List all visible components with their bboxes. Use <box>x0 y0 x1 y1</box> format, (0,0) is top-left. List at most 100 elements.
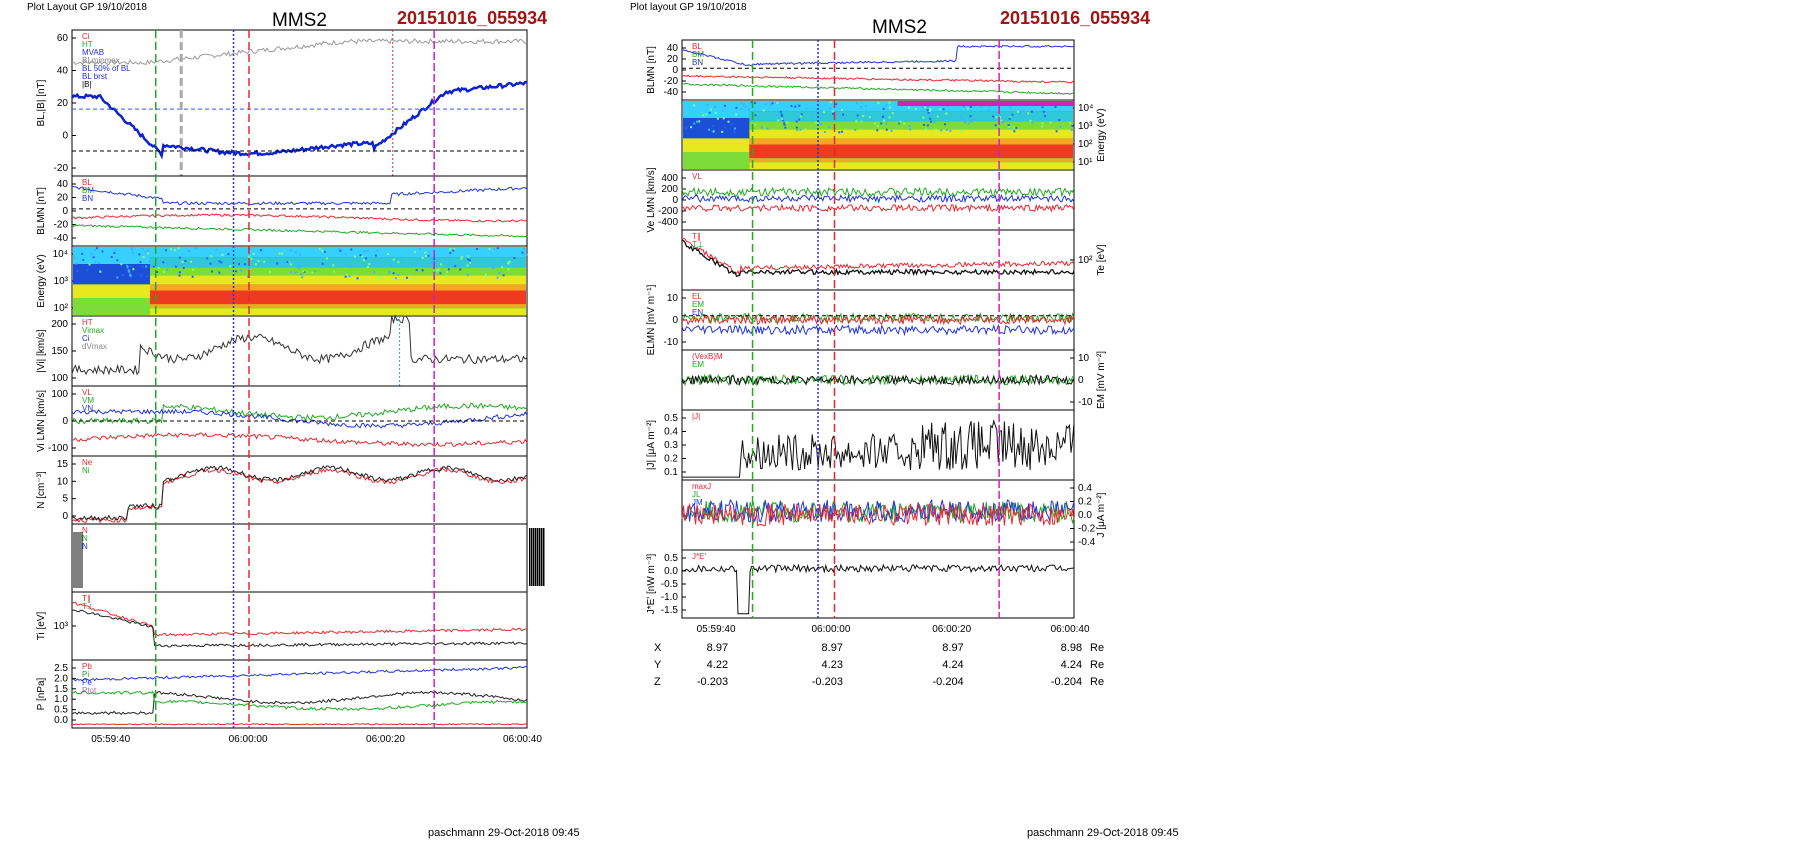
spectrogram-band <box>73 284 151 298</box>
y-tick-label: -1.5 <box>661 605 679 616</box>
spectrogram-speckle <box>181 260 184 263</box>
N-bar-right <box>529 528 531 586</box>
Te-perp-line <box>681 239 1075 278</box>
spectrogram-speckle <box>435 269 438 272</box>
y-tick-label: 0.4 <box>664 427 678 438</box>
spectrogram-band <box>150 308 526 315</box>
spectrogram-speckle <box>523 247 526 250</box>
spectrogram-speckle <box>191 275 194 278</box>
right-title: MMS2 <box>872 17 927 38</box>
y-axis-label: EM [mV m⁻²] <box>1096 351 1107 409</box>
spectrogram-speckle <box>235 270 238 273</box>
BN-line <box>681 82 1075 95</box>
spectrogram-speckle <box>819 123 822 126</box>
spectrogram-speckle <box>194 247 197 250</box>
spectrogram-speckle <box>300 273 303 276</box>
T-perp-line <box>71 609 528 648</box>
legend-entry: |B| <box>82 80 92 89</box>
spectrogram-speckle <box>722 117 725 120</box>
y-tick-label: -1.0 <box>661 592 679 603</box>
spectrogram-speckle <box>244 263 247 266</box>
time-tick-label: 06:00:40 <box>1051 624 1090 635</box>
BL-line <box>681 44 1075 67</box>
y-tick-label: 40 <box>57 179 69 190</box>
spectrogram-speckle <box>126 264 129 267</box>
time-tick-label: 05:59:40 <box>91 734 130 745</box>
spectrogram-speckle <box>344 275 347 278</box>
spectrogram-speckle <box>373 271 376 274</box>
spectrogram-speckle <box>908 124 911 127</box>
time-tick-label: 06:00:20 <box>366 734 405 745</box>
spectrogram-speckle <box>413 250 416 253</box>
coord-row-label: Z <box>654 676 661 688</box>
spectrogram-speckle <box>469 261 472 264</box>
y-axis-label: Energy (eV) <box>36 254 47 307</box>
spectrogram-speckle <box>762 109 765 112</box>
spectrogram-speckle <box>1013 126 1016 129</box>
spectrogram-speckle <box>263 260 266 263</box>
spectrogram-speckle <box>774 101 777 104</box>
legend-entry: BN <box>692 58 703 67</box>
spectrogram-speckle <box>141 265 144 268</box>
spectrogram-speckle <box>184 259 187 262</box>
legend-entry: maxJ <box>692 482 711 491</box>
spectrogram-speckle <box>840 116 843 119</box>
y-tick-label: -400 <box>658 217 678 228</box>
spectrogram-band <box>73 298 151 315</box>
spectrogram-speckle <box>397 273 400 276</box>
spectrogram-speckle <box>145 251 148 254</box>
spectrogram-speckle <box>909 128 912 131</box>
legend-entry: EN <box>692 308 703 317</box>
spectrogram-speckle <box>376 277 379 280</box>
legend-entry: N <box>82 526 88 535</box>
spectrogram-speckle <box>374 254 377 257</box>
spectrogram-speckle <box>712 124 715 127</box>
spectrogram-speckle <box>831 110 834 113</box>
time-tick-label: 06:00:00 <box>811 624 850 635</box>
JL-line <box>681 500 1075 525</box>
legend-entry: Pe <box>82 678 92 687</box>
legend-entry: EM <box>692 360 704 369</box>
spectrogram-speckle <box>443 259 446 262</box>
spectrogram-speckle <box>862 114 865 117</box>
legend-entry: BL <box>82 178 92 187</box>
spectrogram-band <box>150 275 526 285</box>
spectrogram-speckle <box>130 247 133 250</box>
spectrogram-speckle <box>460 257 463 260</box>
spectrogram-speckle <box>782 119 785 122</box>
spectrogram-speckle <box>926 124 929 127</box>
legend-entry: BM <box>692 50 704 59</box>
y-tick-label: 0.3 <box>664 440 678 451</box>
panel-7: 0.5 0.4 0.3 0.2 0.1 |J| [μA m⁻²] |J| <box>646 409 1075 481</box>
left-header: Plot Layout GP 19/10/2018 <box>27 2 147 13</box>
y-axis-label: BL,|B| [nT] <box>36 79 47 126</box>
spectrogram-speckle <box>148 260 151 263</box>
Pi-line <box>71 690 528 716</box>
spectrogram-speckle <box>721 130 724 133</box>
spectrogram-speckle <box>891 112 894 115</box>
spectrogram-speckle <box>1008 117 1011 120</box>
spectrogram-speckle <box>521 251 524 254</box>
panel-frame <box>681 229 1075 291</box>
spectrogram-speckle <box>323 250 326 253</box>
spectrogram-speckle <box>507 268 510 271</box>
spectrogram-speckle <box>356 277 359 280</box>
spectrogram-speckle <box>76 270 79 273</box>
spectrogram-speckle <box>146 275 149 278</box>
y-tick-label: -40 <box>54 233 69 244</box>
spectrogram-speckle <box>855 120 858 123</box>
spectrogram-speckle <box>132 268 135 271</box>
spectrogram-speckle <box>1041 122 1044 125</box>
spectrogram-speckle <box>868 116 871 119</box>
spectrogram-speckle <box>798 118 801 121</box>
spectrogram-speckle <box>987 109 990 112</box>
spectrogram-speckle <box>794 105 797 108</box>
spectrogram-speckle <box>1008 126 1011 129</box>
spectrogram-band <box>150 284 526 291</box>
spectrogram-speckle <box>437 268 440 271</box>
spectrogram-speckle <box>386 253 389 256</box>
spectrogram-speckle <box>882 115 885 118</box>
spectrogram-speckle <box>829 107 832 110</box>
spectrogram-speckle <box>338 248 341 251</box>
